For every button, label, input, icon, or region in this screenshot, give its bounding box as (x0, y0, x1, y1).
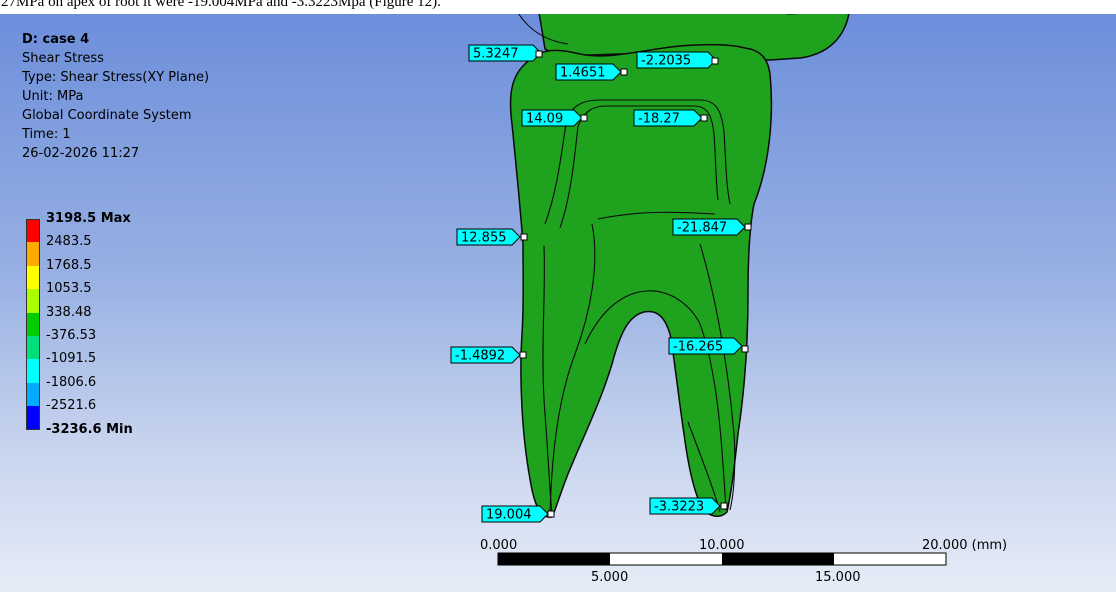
graphics-viewport[interactable]: 5.3247 1.4651 -2.2035 14.09 -18.27 (0, 14, 1116, 592)
scale-label-15: 15.000 (815, 570, 861, 585)
legend-max-label: 3198.5 Max (46, 211, 131, 226)
probe-value: 14.09 (526, 112, 563, 127)
probe-label[interactable]: -21.847 (672, 218, 752, 236)
probe-value: -18.27 (638, 112, 680, 127)
legend-label: 1768.5 (46, 257, 92, 273)
probe-annotations[interactable]: 5.3247 1.4651 -2.2035 14.09 -18.27 (450, 44, 752, 523)
probe-label[interactable]: 5.3247 (468, 44, 543, 62)
probe-value: 1.4651 (560, 66, 606, 81)
probe-label[interactable]: 14.09 (521, 109, 588, 127)
legend-color-swatch (26, 289, 40, 313)
model-main-body (509, 43, 773, 518)
scale-label-20: 20.000 (mm) (922, 538, 1007, 553)
result-coordinate-system: Global Coordinate System (22, 108, 192, 123)
scale-label-10: 10.000 (699, 538, 745, 553)
probe-label[interactable]: 19.004 (481, 505, 555, 523)
legend-color-swatch (26, 382, 40, 407)
legend-color-swatch (26, 335, 40, 360)
legend-color-swatch (26, 219, 40, 243)
probe-value: -2.2035 (641, 54, 691, 69)
probe-value: 12.855 (461, 231, 507, 246)
probe-label[interactable]: -3.3223 (649, 497, 728, 515)
legend-label: -2521.6 (46, 398, 97, 414)
result-name: Shear Stress (22, 51, 104, 66)
legend-label: -376.53 (46, 327, 97, 343)
result-time: Time: 1 (22, 127, 71, 142)
probe-label[interactable]: 12.855 (456, 228, 528, 246)
scale-label-5: 5.000 (591, 570, 628, 585)
legend-color-swatch (26, 312, 40, 336)
probe-value: -16.265 (673, 340, 723, 355)
result-type: Type: Shear Stress(XY Plane) (22, 70, 210, 85)
model-inner-lines (518, 14, 799, 515)
model-view[interactable]: 5.3247 1.4651 -2.2035 14.09 -18.27 (0, 14, 1116, 592)
legend-label: -1806.6 (46, 374, 97, 390)
legend-color-swatch (26, 359, 40, 383)
probe-value: -3.3223 (654, 500, 704, 515)
legend-min-label: -3236.6 Min (46, 421, 133, 437)
tooth-model[interactable] (509, 14, 850, 518)
legend-color-swatch (26, 242, 40, 266)
result-unit: Unit: MPa (22, 89, 84, 104)
probe-label[interactable]: -1.4892 (450, 346, 527, 364)
legend-label: 1053.5 (46, 281, 92, 297)
probe-value: 5.3247 (473, 47, 519, 62)
probe-label[interactable]: -18.27 (633, 109, 708, 127)
scale-label-0: 0.000 (480, 538, 517, 553)
probe-value: -21.847 (677, 221, 727, 236)
legend-label: 2483.5 (46, 234, 92, 250)
legend-color-swatch (26, 265, 40, 290)
probe-value: -1.4892 (455, 349, 505, 364)
legend-label: 338.48 (46, 304, 92, 320)
probe-value: 19.004 (486, 508, 532, 523)
probe-label[interactable]: -16.265 (668, 337, 749, 355)
caption-text: 27MPa on apex of root it were -19.004MPa… (1, 0, 441, 10)
result-title: D: case 4 (22, 32, 90, 47)
result-date: 26-02-2026 11:27 (22, 146, 140, 161)
legend-color-swatch (26, 406, 40, 430)
scale-bar: 0.000 10.000 20.000 (mm) 5.000 15.000 (480, 538, 1007, 585)
result-info: D: case 4 Shear Stress Type: Shear Stres… (22, 30, 209, 163)
document-caption: 27MPa on apex of root it were -19.004MPa… (0, 0, 1116, 14)
probe-label[interactable]: -2.2035 (636, 51, 719, 69)
legend-label: -1091.5 (46, 351, 97, 367)
probe-label[interactable]: 1.4651 (555, 63, 628, 81)
